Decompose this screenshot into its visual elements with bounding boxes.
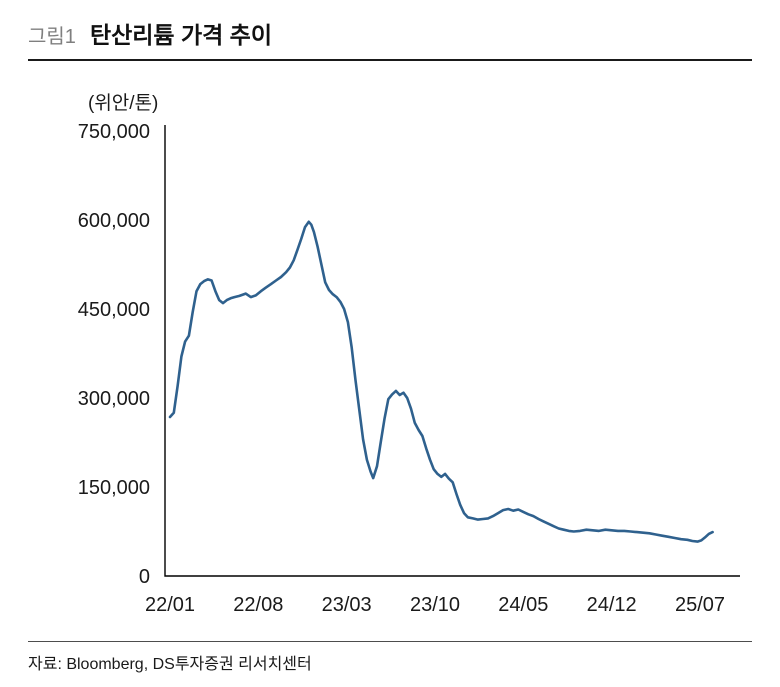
figure-label: 그림1 bbox=[28, 26, 76, 48]
y-tick-label: 600,000 bbox=[78, 210, 150, 232]
header-divider bbox=[28, 59, 752, 61]
footer-divider bbox=[28, 641, 752, 642]
price-series-line bbox=[168, 220, 714, 543]
x-tick-label: 22/08 bbox=[233, 594, 283, 616]
source-note: 자료: Bloomberg, DS투자증권 리서치센터 bbox=[28, 656, 312, 673]
page-title: 탄산리튬 가격 추이 bbox=[89, 22, 272, 48]
y-tick-label: 750,000 bbox=[78, 121, 150, 143]
x-tick-label: 22/01 bbox=[145, 594, 195, 616]
price-line-chart: 0 150,000 300,000 450,000 600,000 750,000 22/0… bbox=[78, 121, 740, 616]
x-tick-label: 24/05 bbox=[498, 594, 548, 616]
y-tick-label: 150,000 bbox=[78, 477, 150, 499]
y-axis-unit-label: (위안/톤) bbox=[88, 93, 159, 114]
y-tick-label: 450,000 bbox=[78, 299, 150, 321]
x-tick-label: 24/12 bbox=[587, 594, 637, 616]
y-tick-label: 300,000 bbox=[78, 388, 150, 410]
y-tick-label: 0 bbox=[139, 566, 150, 588]
x-tick-label: 23/10 bbox=[410, 594, 460, 616]
chart-area: (위안/톤) 0 150,000 300,000 450,000 600,000 750,… bbox=[0, 80, 780, 630]
x-tick-label: 23/03 bbox=[322, 594, 372, 616]
chart-axes bbox=[164, 125, 740, 577]
figure-header: 그림1 탄산리튬 가격 추이 bbox=[28, 16, 752, 50]
x-tick-label: 25/07 bbox=[675, 594, 725, 616]
